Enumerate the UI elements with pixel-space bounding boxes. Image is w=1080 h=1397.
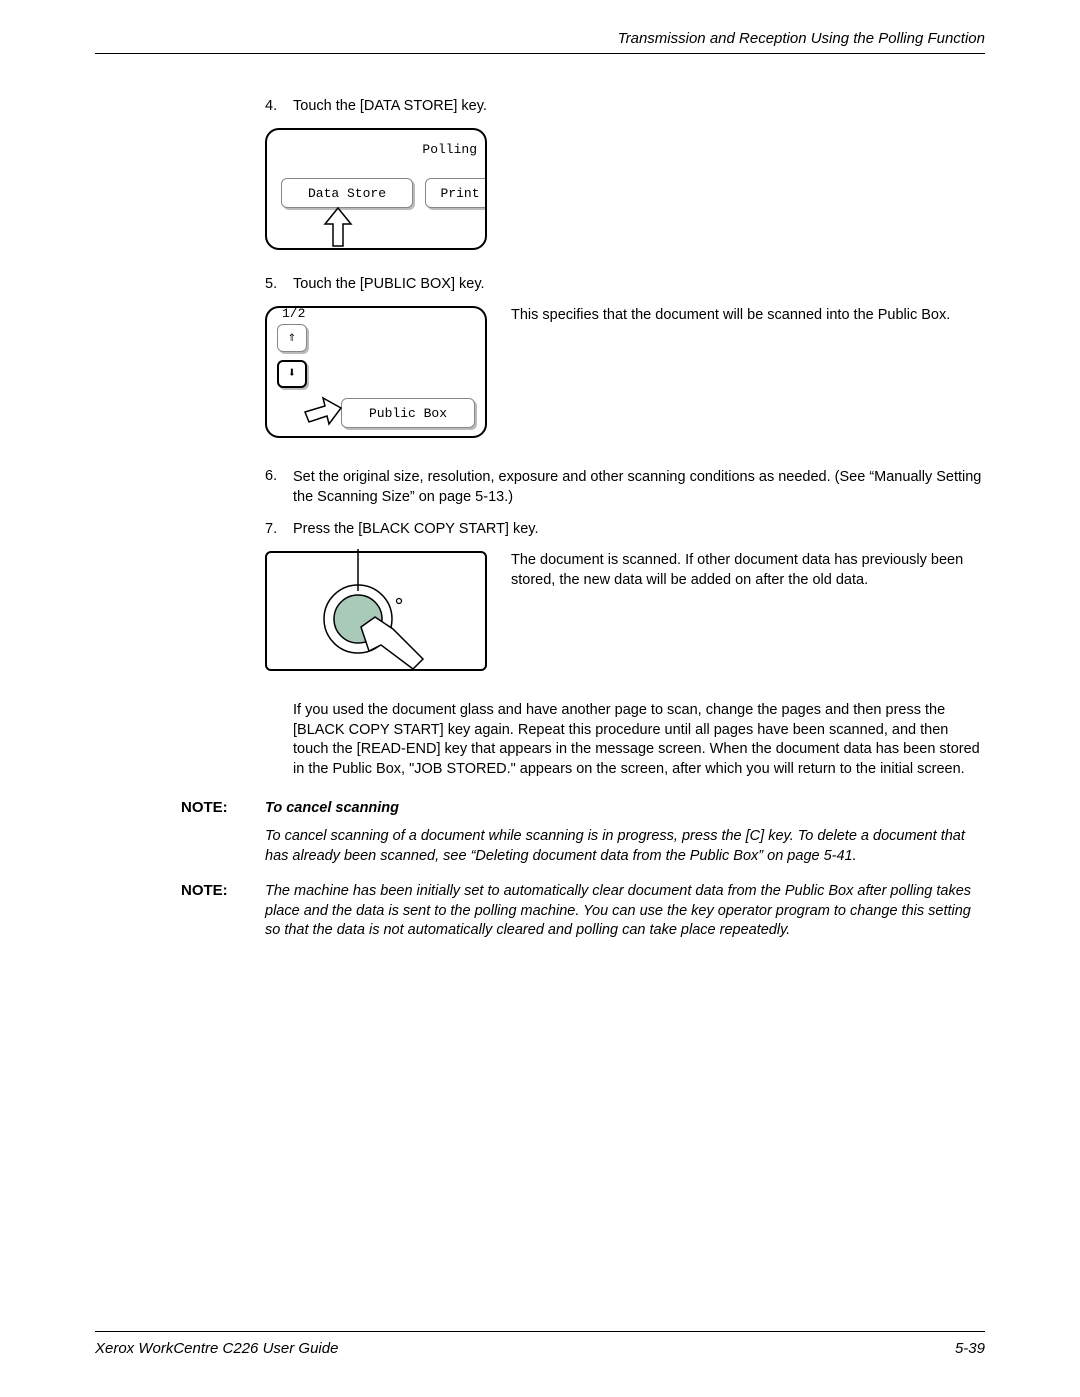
note-2: NOTE: The machine has been initially set… [181, 882, 985, 941]
print-button: Print [425, 178, 487, 208]
footer-left: Xerox WorkCentre C226 User Guide [95, 1340, 338, 1357]
footer-right: 5-39 [955, 1340, 985, 1357]
step-number: 6. [265, 468, 293, 507]
step-4: 4. Touch the [DATA STORE] key. [265, 98, 985, 114]
header-title: Transmission and Reception Using the Pol… [95, 30, 985, 47]
step-5: 5. Touch the [PUBLIC BOX] key. [265, 276, 985, 292]
pointer-arrow-icon [301, 396, 345, 432]
polling-label: Polling [422, 142, 477, 157]
step-5-description: This specifies that the document will be… [511, 306, 950, 326]
content-area: 4. Touch the [DATA STORE] key. Polling D… [265, 98, 985, 779]
figure-7-row: The document is scanned. If other docume… [265, 551, 985, 671]
copy-start-illustration [263, 549, 523, 689]
note-label: NOTE: [181, 882, 265, 941]
step-text: Press the [BLACK COPY START] key. [293, 521, 985, 537]
scroll-up-button: ⇑ [277, 324, 307, 352]
note-2-text: The machine has been initially set to au… [265, 882, 985, 941]
step-7-description: The document is scanned. If other docume… [511, 551, 985, 590]
step-number: 7. [265, 521, 293, 537]
arrow-down-icon: ⬇ [288, 367, 296, 381]
note-1: NOTE: To cancel scanning To cancel scann… [181, 799, 985, 866]
page-indicator: 1/2 [279, 306, 308, 321]
scroll-down-button: ⬇ [277, 360, 307, 388]
figure-data-store: Polling Data Store Print [265, 128, 487, 250]
page-footer: Xerox WorkCentre C226 User Guide 5-39 [95, 1331, 985, 1357]
data-store-button: Data Store [281, 178, 413, 208]
note-label: NOTE: [181, 799, 265, 866]
figure-copy-start [265, 551, 487, 671]
figure-public-box: 1/2 ⇑ ⬇ Public Box [265, 306, 487, 438]
step-number: 5. [265, 276, 293, 292]
public-box-button: Public Box [341, 398, 475, 428]
note-body: To cancel scanning To cancel scanning of… [265, 799, 985, 866]
step-7-paragraph: If you used the document glass and have … [293, 701, 985, 779]
step-6: 6. Set the original size, resolution, ex… [265, 468, 985, 507]
step-number: 4. [265, 98, 293, 114]
note-1-text: To cancel scanning of a document while s… [265, 827, 985, 866]
note-1-title: To cancel scanning [265, 799, 985, 819]
step-text: Touch the [PUBLIC BOX] key. [293, 276, 985, 292]
step-text: Set the original size, resolution, expos… [293, 468, 985, 507]
pointer-arrow-icon [313, 206, 363, 250]
page-header: Transmission and Reception Using the Pol… [95, 30, 985, 54]
figure-5-row: 1/2 ⇑ ⬇ Public Box This specifies that t… [265, 306, 985, 438]
step-text: Touch the [DATA STORE] key. [293, 98, 985, 114]
arrow-up-icon: ⇑ [288, 331, 296, 345]
step-7: 7. Press the [BLACK COPY START] key. [265, 521, 985, 537]
